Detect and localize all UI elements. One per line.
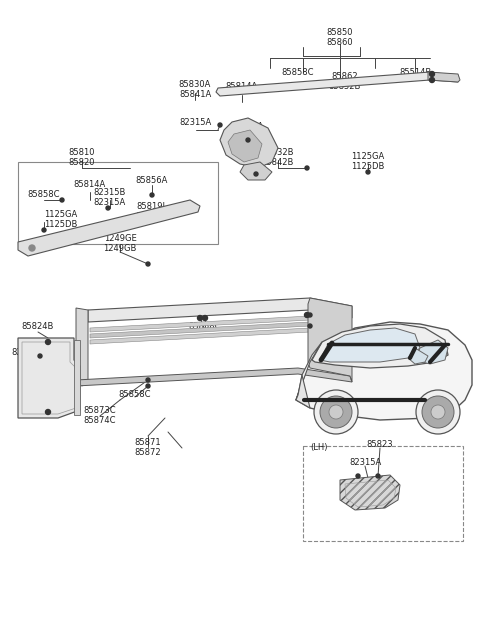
- Text: (LH): (LH): [310, 443, 327, 452]
- Polygon shape: [312, 324, 448, 368]
- Polygon shape: [74, 340, 80, 415]
- Text: 82315A: 82315A: [349, 458, 381, 467]
- Polygon shape: [18, 338, 80, 418]
- Text: 85819L
85829R: 85819L 85829R: [136, 202, 168, 221]
- Circle shape: [314, 390, 358, 434]
- Polygon shape: [76, 368, 352, 386]
- Polygon shape: [415, 340, 448, 364]
- Circle shape: [356, 474, 360, 478]
- Polygon shape: [228, 130, 262, 162]
- Polygon shape: [320, 328, 420, 362]
- Circle shape: [42, 228, 46, 232]
- Text: 85514B: 85514B: [399, 68, 431, 77]
- Text: 85875D
85876D: 85875D 85876D: [318, 322, 351, 341]
- Text: 85823: 85823: [367, 440, 393, 449]
- Circle shape: [218, 123, 222, 127]
- Text: 85858C: 85858C: [189, 322, 221, 331]
- Polygon shape: [18, 200, 200, 256]
- Circle shape: [431, 405, 445, 419]
- Circle shape: [246, 138, 250, 142]
- Text: 1125GA
1125DB: 1125GA 1125DB: [44, 210, 77, 229]
- Circle shape: [146, 384, 150, 388]
- Polygon shape: [76, 308, 88, 386]
- Circle shape: [329, 405, 343, 419]
- Text: 85814A: 85814A: [232, 122, 264, 131]
- Circle shape: [38, 354, 42, 358]
- Polygon shape: [296, 375, 310, 408]
- Circle shape: [308, 313, 312, 317]
- Text: 85814A: 85814A: [74, 180, 106, 189]
- Polygon shape: [340, 475, 400, 510]
- Text: 85871
85872: 85871 85872: [135, 438, 161, 458]
- Circle shape: [46, 339, 50, 344]
- Text: 85830A
85841A: 85830A 85841A: [179, 80, 211, 99]
- Polygon shape: [240, 162, 272, 180]
- Circle shape: [46, 409, 50, 414]
- Text: 85873C
85874C: 85873C 85874C: [84, 406, 116, 426]
- Text: 85832B
85842B: 85832B 85842B: [262, 148, 294, 168]
- Polygon shape: [308, 298, 352, 382]
- Text: 85814A: 85814A: [226, 82, 258, 91]
- Text: 82315B
82315A: 82315B 82315A: [94, 188, 126, 208]
- Circle shape: [416, 390, 460, 434]
- Polygon shape: [296, 342, 322, 400]
- Bar: [303, 446, 463, 541]
- Text: 85850
85860: 85850 85860: [327, 28, 353, 48]
- Circle shape: [308, 324, 312, 328]
- Text: 85858C: 85858C: [282, 68, 314, 77]
- Polygon shape: [296, 322, 472, 420]
- Text: 85856A: 85856A: [136, 176, 168, 185]
- Polygon shape: [408, 348, 428, 364]
- Text: 1249GE
1249GB: 1249GE 1249GB: [103, 234, 137, 253]
- Circle shape: [60, 198, 64, 202]
- Text: 85810
85820: 85810 85820: [69, 148, 95, 168]
- Circle shape: [197, 316, 203, 321]
- Circle shape: [150, 193, 154, 197]
- Circle shape: [203, 316, 207, 321]
- Polygon shape: [90, 322, 350, 338]
- Text: 82315A: 82315A: [12, 348, 44, 357]
- Text: 1125GA
1125DB: 1125GA 1125DB: [351, 152, 384, 171]
- Polygon shape: [90, 328, 350, 344]
- Polygon shape: [90, 316, 350, 332]
- Circle shape: [29, 245, 35, 251]
- Circle shape: [430, 78, 434, 82]
- Circle shape: [254, 172, 258, 176]
- Circle shape: [146, 262, 150, 266]
- Polygon shape: [216, 72, 458, 96]
- Circle shape: [305, 166, 309, 170]
- Text: 85858C: 85858C: [119, 390, 151, 399]
- Text: 85858C: 85858C: [28, 190, 60, 199]
- Bar: [18, 162, 218, 244]
- Circle shape: [430, 71, 434, 76]
- Circle shape: [376, 474, 380, 478]
- Polygon shape: [88, 298, 352, 322]
- Text: 82315A: 82315A: [180, 118, 212, 127]
- Polygon shape: [220, 118, 278, 168]
- Polygon shape: [428, 72, 460, 82]
- Circle shape: [366, 170, 370, 174]
- Text: 85862
85852B: 85862 85852B: [329, 72, 361, 91]
- Text: 85824B: 85824B: [22, 322, 54, 331]
- Circle shape: [146, 378, 150, 382]
- Circle shape: [422, 396, 454, 428]
- Circle shape: [304, 312, 310, 318]
- Circle shape: [106, 206, 110, 210]
- Circle shape: [320, 396, 352, 428]
